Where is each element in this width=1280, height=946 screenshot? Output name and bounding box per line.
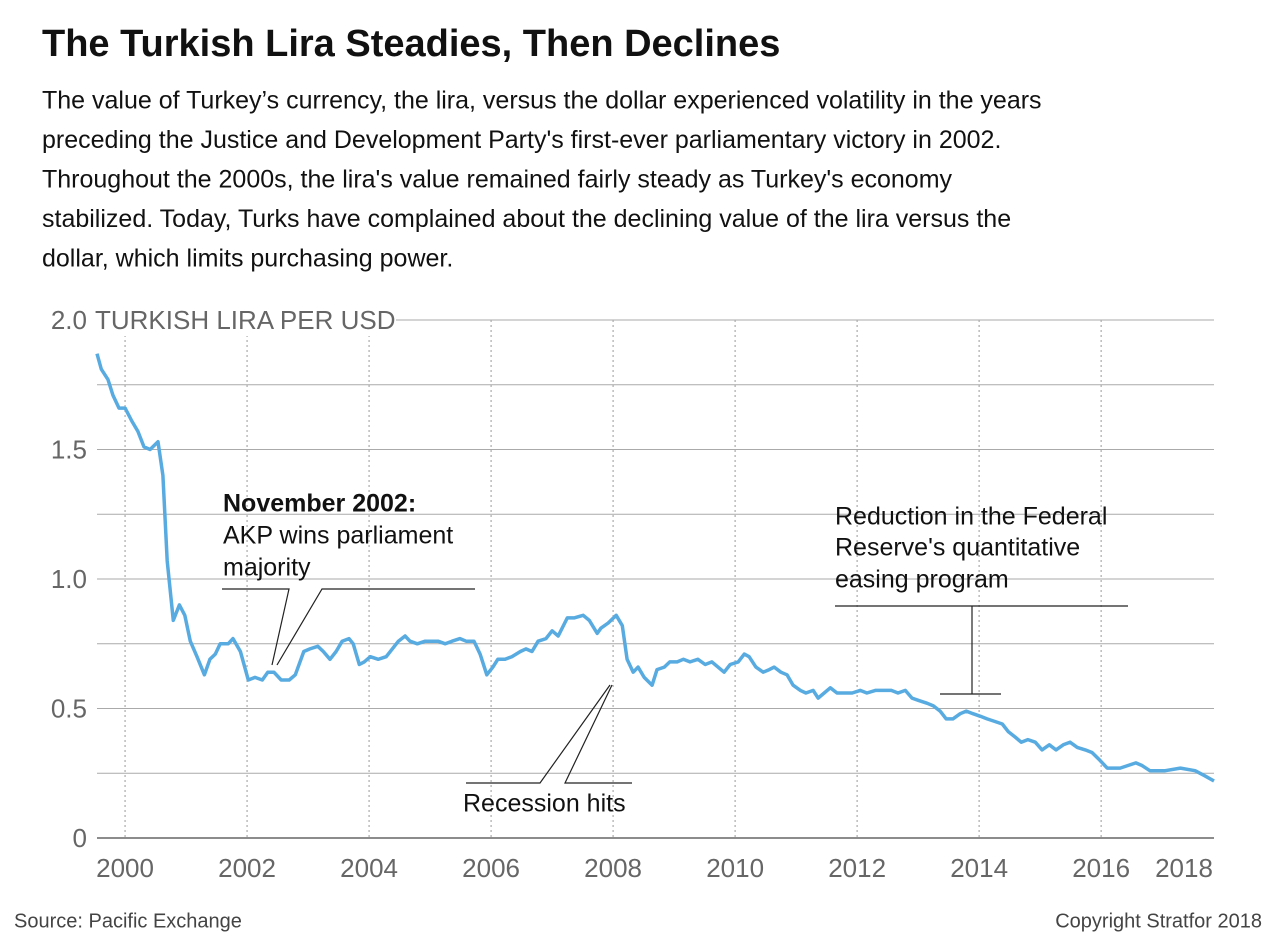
annotation-text: Reduction in the Federal (835, 503, 1107, 531)
annotation-text: easing program (835, 566, 1009, 594)
subtitle-line: Throughout the 2000s, the lira's value r… (42, 166, 953, 194)
label-background (92, 304, 396, 336)
x-tick-label: 2012 (828, 853, 886, 883)
data-line (95, 353, 1215, 783)
plot: 2000 2002 2004 2006 2008 2010 2012 2014 2016 2018… (51, 304, 1215, 883)
annotation-text: AKP wins parliament (223, 522, 453, 550)
x-tick-label: 2008 (584, 853, 642, 883)
y-tick-label: 0 (73, 823, 87, 853)
y-tick-label: 2.0 (51, 305, 87, 335)
x-tick-label: 2000 (96, 853, 154, 883)
x-tick-label: 2016 (1072, 853, 1130, 883)
annotation-title: November 2002: (223, 490, 416, 518)
subtitle-line: The value of Turkey’s currency, the lira… (42, 87, 1042, 115)
leader-line (466, 684, 611, 784)
x-tick-label: 2006 (462, 853, 520, 883)
leader-line (276, 588, 475, 666)
x-tick-label: 2018 (1155, 853, 1213, 883)
annotation-text: Recession hits (463, 790, 626, 818)
chart-title: The Turkish Lira Steadies, Then Declines (42, 23, 780, 65)
subtitle: The value of Turkey’s currency, the lira… (42, 87, 1042, 273)
subtitle-line: preceding the Justice and Development Pa… (42, 126, 1001, 154)
leader-line (564, 684, 632, 784)
y-axis-label: TURKISH LIRA PER USD (95, 305, 396, 335)
annotations: November 2002: AKP wins parliament major… (222, 490, 1128, 818)
x-tick-label: 2004 (340, 853, 398, 883)
subtitle-line: stabilized. Today, Turks have complained… (42, 205, 1011, 233)
annotation-text: Reserve's quantitative (835, 534, 1080, 562)
x-tick-label: 2014 (950, 853, 1008, 883)
x-tick-label: 2010 (706, 853, 764, 883)
source: Source: Pacific Exchange (14, 910, 242, 932)
leader-line (222, 588, 290, 666)
subtitle-line: dollar, which limits purchasing power. (42, 245, 453, 273)
y-tick-label: 0.5 (51, 693, 87, 723)
x-tick-label: 2002 (218, 853, 276, 883)
annotation-text: majority (223, 554, 311, 582)
y-tick-label: 1.0 (51, 564, 87, 594)
copyright: Copyright Stratfor 2018 (1055, 910, 1262, 932)
y-tick-label: 1.5 (51, 434, 87, 464)
